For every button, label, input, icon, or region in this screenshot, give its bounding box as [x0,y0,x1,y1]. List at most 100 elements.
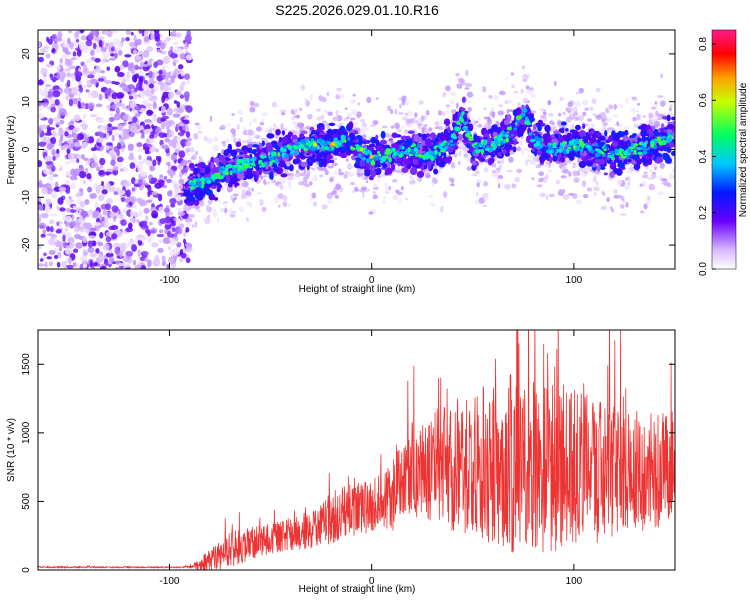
haze-blob [513,90,518,94]
haze-blob [663,181,670,187]
haze-blob [199,201,205,207]
haze-blob [248,121,252,126]
haze-blob [636,102,641,106]
noise-blob [40,91,49,97]
noise-blob [73,248,79,254]
ridge-blob [599,166,606,171]
haze-blob [445,105,449,109]
haze-blob [327,111,334,116]
noise-blob [170,153,177,161]
haze-blob [232,197,235,204]
haze-blob [470,117,475,125]
haze-blob [365,127,369,131]
noise-blob [65,67,72,72]
noise-blob [146,109,154,116]
noise-blob [116,107,120,113]
haze-blob [605,110,610,114]
haze-blob [294,122,299,128]
noise-blob [70,57,77,61]
haze-blob [256,126,262,132]
haze-blob [483,107,487,110]
haze-blob [613,194,620,199]
ridge-blob [319,126,325,131]
noise-blob [76,158,80,164]
ridge-blob [497,151,502,157]
noise-blob [137,178,143,186]
haze-blob [278,204,281,208]
haze-blob [321,204,328,210]
noise-blob [172,113,181,118]
haze-blob [330,190,337,196]
haze-blob [198,155,202,161]
noise-blob [99,125,105,132]
noise-blob [104,42,109,50]
noise-blob [40,67,48,76]
noise-blob [52,155,56,161]
ridge-blob [597,164,601,172]
haze-blob [545,194,549,201]
noise-blob [82,264,87,269]
noise-blob [150,229,156,234]
noise-blob [88,32,94,41]
ridge-blob [199,168,206,174]
noise-blob [86,172,92,180]
haze-blob [504,100,509,105]
noise-blob [99,132,105,139]
haze-blob [657,191,664,196]
noise-blob [126,71,130,79]
noise-blob [159,174,164,178]
haze-blob [280,112,286,116]
haze-blob [575,199,582,205]
haze-blob [204,217,211,225]
haze-blob [186,147,191,153]
haze-blob [269,125,272,132]
noise-blob [142,158,146,163]
noise-blob [177,64,184,70]
noise-blob [177,183,184,190]
noise-blob [176,101,181,109]
noise-blob [110,30,119,34]
haze-blob [334,194,340,199]
noise-blob [108,117,115,123]
haze-blob [495,120,500,126]
haze-blob [604,115,608,121]
noise-blob [73,226,80,233]
noise-blob [61,231,66,236]
haze-blob [313,174,318,181]
haze-blob [242,181,249,188]
noise-blob [153,258,157,267]
haze-blob [539,108,546,111]
ridge-blob [588,137,597,143]
noise-blob [158,69,163,75]
haze-blob [329,177,334,183]
haze-blob [305,100,311,107]
haze-blob [497,174,504,179]
noise-blob [56,252,62,259]
noise-blob [45,53,51,59]
haze-blob [624,126,629,130]
haze-blob [573,177,580,183]
ridge-blob [261,140,265,147]
haze-blob [291,117,295,120]
noise-blob [71,76,76,82]
noise-blob [70,51,74,56]
haze-blob [309,93,313,101]
noise-blob [132,259,137,266]
haze-blob [647,195,651,201]
haze-blob [195,150,198,156]
ridge-blob [466,143,471,149]
haze-blob [648,112,654,119]
haze-blob [660,73,664,79]
haze-blob [280,109,287,113]
noise-blob [64,59,73,67]
ridge-blob [604,130,608,137]
haze-blob [366,96,372,104]
noise-blob [54,99,60,106]
noise-blob [142,99,149,106]
haze-blob [414,112,418,118]
haze-blob [437,110,442,116]
noise-blob [54,40,58,44]
haze-blob [530,110,537,114]
noise-blob [43,168,51,175]
noise-blob [142,146,150,151]
